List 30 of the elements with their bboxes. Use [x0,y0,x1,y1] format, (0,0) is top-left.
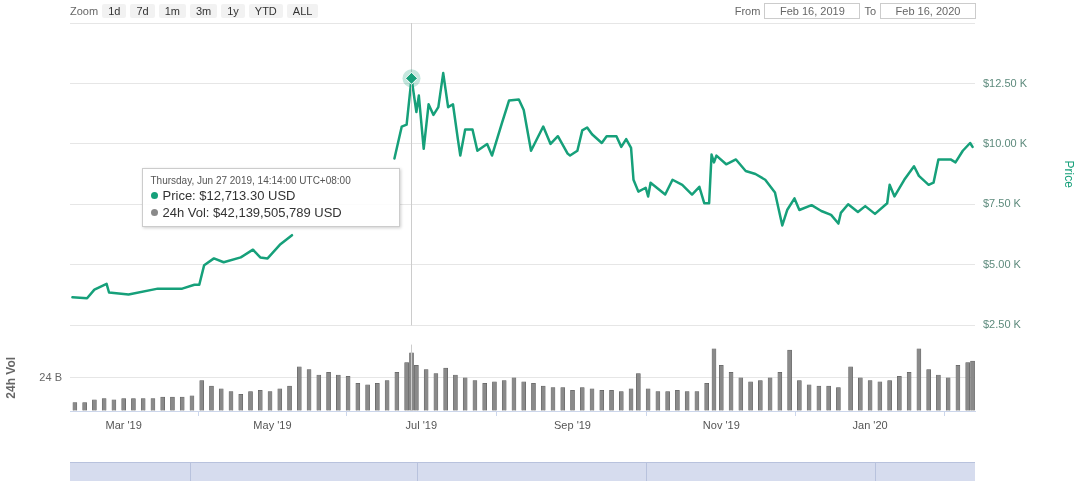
y-tick-label: $7.50 K [983,197,1022,210]
y-tick-label: $5.00 K [983,257,1022,270]
text: Zoom [70,4,99,17]
text: Feb 16, 2020 [880,2,976,19]
x-tick-label: Jan '20 [852,418,888,431]
text: 3m [189,3,218,18]
tooltip-card: Thursday, Jun 27 2019, 14:14:00 UTC+08:00 Price: $12,713.30 USD 24h Vol: $42,139,505,789 USD [141,168,400,228]
text: 1m [158,3,186,18]
y-tick-label: $12.50 K [983,76,1028,89]
annotation: Thursday, Jun 27 2019, 14:14:00 UTC+08:00 [150,175,352,187]
x-tick-label: May '19 [253,418,292,431]
y-tick-label: $2.50 K [983,318,1022,331]
y-tick-label: 24 B [39,370,62,383]
text: 1y [221,3,245,18]
x-tick-label: Mar '19 [105,418,142,431]
text: 7d [130,3,155,18]
x-tick-label: Jul '19 [405,418,437,431]
y-axis-title: Price [1062,160,1077,189]
y-tick-label: $10.00 K [983,136,1028,149]
text: From [734,4,761,17]
annotation: 24h Vol: $42,139,505,789 USD [162,205,342,221]
text: YTD [248,3,283,18]
x-tick-label: Sep '19 [554,418,591,431]
text: To [864,4,876,17]
text: Feb 16, 2019 [764,2,861,19]
y-axis-title: 24h Vol [3,356,18,399]
annotation: Price: $12,713.30 USD [162,188,296,204]
text: 1d [102,3,127,18]
text: ALL [286,3,319,18]
x-tick-label: Nov '19 [702,418,740,431]
